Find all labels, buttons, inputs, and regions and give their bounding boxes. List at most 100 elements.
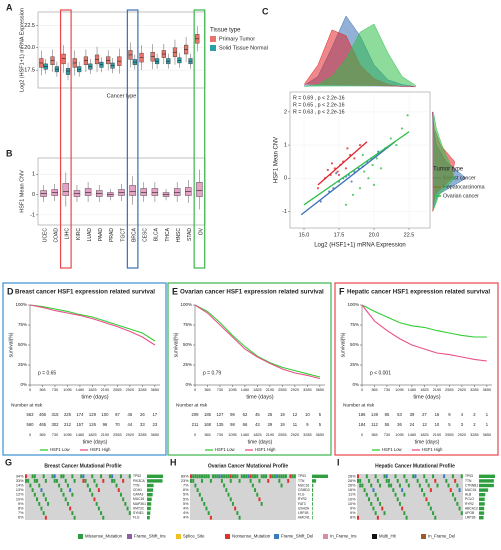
legend-label: Frame_Shift_Ins	[134, 534, 166, 539]
mutation-cell	[201, 479, 204, 483]
x-tick-label: 1825	[88, 388, 96, 392]
box	[173, 188, 181, 196]
panel-label: A	[6, 2, 13, 12]
x-tick-label: 2190	[101, 388, 109, 392]
risk-count: 70	[115, 422, 120, 427]
annotation: p < 0.001	[370, 370, 391, 376]
risk-count: 315	[51, 412, 59, 417]
mutation-cell	[229, 479, 232, 483]
x-tick-label: 3285	[138, 433, 146, 437]
mutation-cell	[229, 474, 232, 479]
x-tick-label: 1095	[395, 433, 403, 437]
x-tick-label: 1095	[63, 433, 71, 437]
gene-label: TTN	[298, 479, 305, 483]
risk-count: 563	[27, 412, 35, 417]
gene-bar	[312, 511, 313, 515]
box	[61, 53, 66, 65]
gene-bar	[479, 511, 485, 515]
y-tick-label: -1	[282, 209, 287, 215]
y-tick-label: 0%	[20, 382, 27, 387]
y-tick-label: -1	[30, 212, 35, 218]
mutation-cell	[194, 474, 197, 479]
mutation-cell	[198, 492, 201, 497]
mutation-cell	[122, 497, 125, 502]
mutation-cell	[91, 474, 94, 479]
mutation-cell	[25, 479, 27, 483]
x-tick-label: 3650	[151, 433, 159, 437]
x-tick-label: 17.5	[334, 232, 345, 238]
x-tick-label: 1095	[228, 433, 236, 437]
mutation-cell	[289, 474, 292, 479]
percent-label: 9%	[350, 507, 356, 511]
y-axis-label: survival(%)	[8, 332, 14, 357]
gene-label: MUC16	[298, 483, 309, 487]
mutation-cell	[414, 474, 417, 479]
legend-label: HSF1 High	[422, 447, 443, 452]
mutation-cell	[119, 492, 122, 497]
x-tick-label: 3650	[151, 388, 159, 392]
y-tick-label: 2	[284, 109, 287, 115]
gene-bar	[312, 506, 313, 511]
legend-label: HSF1 Low	[382, 447, 403, 452]
gene-bar	[147, 479, 163, 483]
mutation-cell	[280, 483, 283, 488]
x-tick-label: 2555	[445, 433, 453, 437]
mutation-cell	[394, 492, 397, 497]
y-tick-label: 22.5	[24, 23, 35, 29]
x-tick-label: 730	[384, 433, 390, 437]
x-tick-label: THCA	[165, 227, 171, 241]
box	[140, 188, 147, 196]
risk-count: 33	[140, 422, 145, 427]
gene-bar	[312, 493, 313, 497]
risk-count: 85	[385, 412, 390, 417]
mutation-cell	[278, 479, 281, 483]
y-tick-label: 50%	[183, 342, 192, 347]
mutation-cell	[374, 511, 377, 515]
legend-swatch	[323, 534, 328, 539]
mutation-cell	[423, 492, 426, 497]
mutation-cell	[421, 488, 424, 492]
mutation-cell	[51, 474, 54, 479]
mutation-cell	[269, 474, 272, 479]
mutation-cell	[225, 474, 228, 479]
mutation-cell	[119, 474, 122, 479]
x-tick-label: 2190	[266, 433, 274, 437]
x-axis-label: time (days)	[83, 439, 108, 445]
y-axis-label: survival(%)	[173, 332, 179, 357]
point	[330, 162, 334, 165]
risk-count: 112	[371, 422, 378, 427]
mutation-cell	[97, 488, 100, 492]
mutation-cell	[359, 479, 362, 483]
gene-bar	[147, 516, 150, 520]
mutation-cell	[423, 474, 426, 479]
legend-label: HSF1 Low	[50, 447, 71, 452]
percent-label: 10%	[16, 497, 24, 501]
mutation-cell	[100, 511, 103, 515]
risk-count: 55	[385, 422, 390, 427]
mutation-cell	[273, 474, 276, 479]
legend-label: Solid Tissue Normal	[219, 45, 268, 51]
x-tick-label: 3650	[483, 433, 491, 437]
mutation-cell	[256, 474, 259, 479]
gene-label: GATA3	[133, 493, 143, 497]
mutation-cell	[376, 479, 379, 483]
x-tick-label: 1095	[395, 388, 403, 392]
box	[65, 68, 71, 75]
box	[84, 188, 92, 196]
mutation-cell	[276, 474, 279, 479]
gene-label: MUC16	[133, 497, 144, 501]
x-tick-label: 1825	[253, 433, 261, 437]
mutation-cell	[381, 506, 384, 511]
risk-count: 17	[153, 412, 158, 417]
mutation-cell	[205, 506, 208, 511]
mutation-cell	[53, 474, 56, 479]
risk-title: Number at risk	[11, 402, 43, 408]
risk-count: 19	[280, 412, 285, 417]
x-tick-label: 2190	[101, 433, 109, 437]
x-tick-label: UCEC	[42, 228, 48, 243]
risk-count: 5	[448, 422, 451, 427]
gene-bar	[312, 483, 314, 488]
y-tick-label: 17.5	[24, 68, 35, 74]
mutation-cell	[192, 479, 195, 483]
mutation-cell	[44, 479, 47, 483]
